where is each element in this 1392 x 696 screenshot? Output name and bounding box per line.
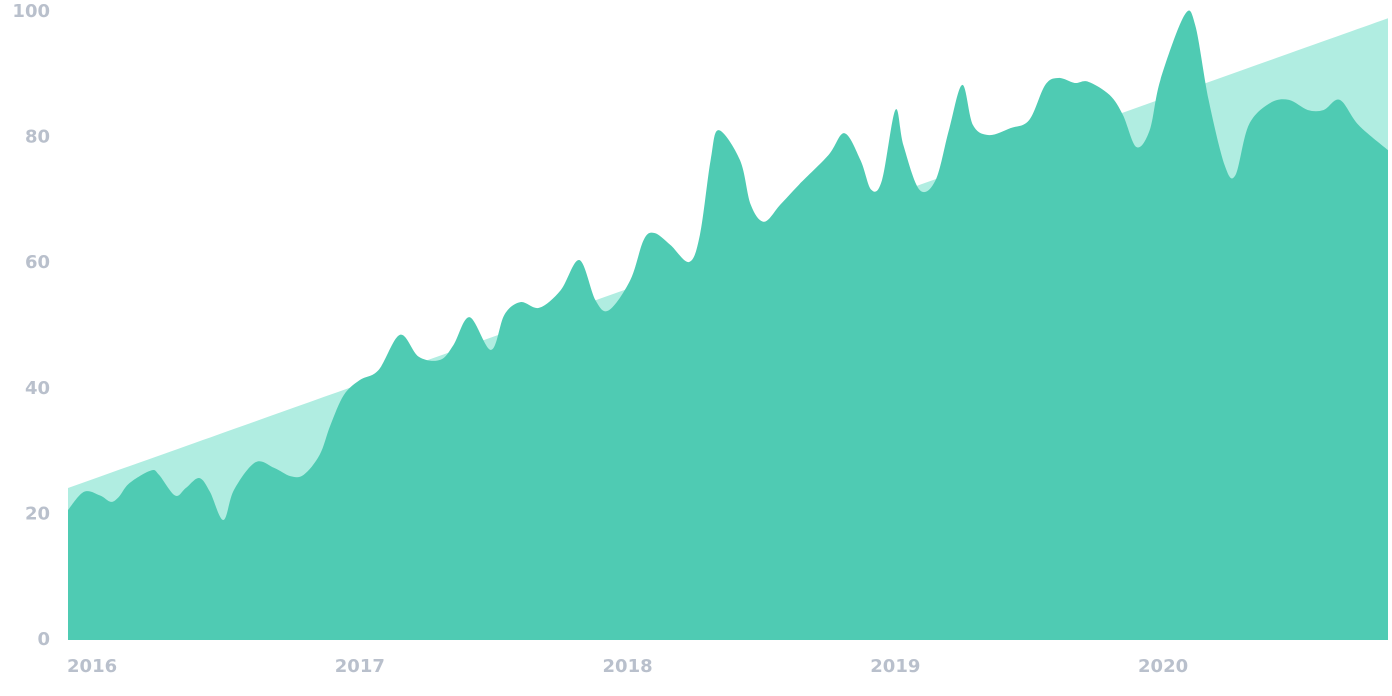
x-tick-label: 2017 (335, 656, 385, 677)
x-tick-label: 2018 (603, 656, 653, 677)
y-tick-label: 80 (25, 127, 50, 148)
y-tick-label: 100 (12, 1, 50, 22)
x-tick-label: 2016 (67, 656, 117, 677)
area (68, 10, 1388, 641)
y-tick-label: 60 (25, 252, 50, 273)
x-tick-label: 2019 (870, 656, 920, 677)
y-tick-label: 0 (37, 629, 50, 650)
y-tick-label: 20 (25, 503, 50, 524)
y-tick-label: 40 (25, 378, 50, 399)
x-tick-label: 2020 (1138, 656, 1188, 677)
